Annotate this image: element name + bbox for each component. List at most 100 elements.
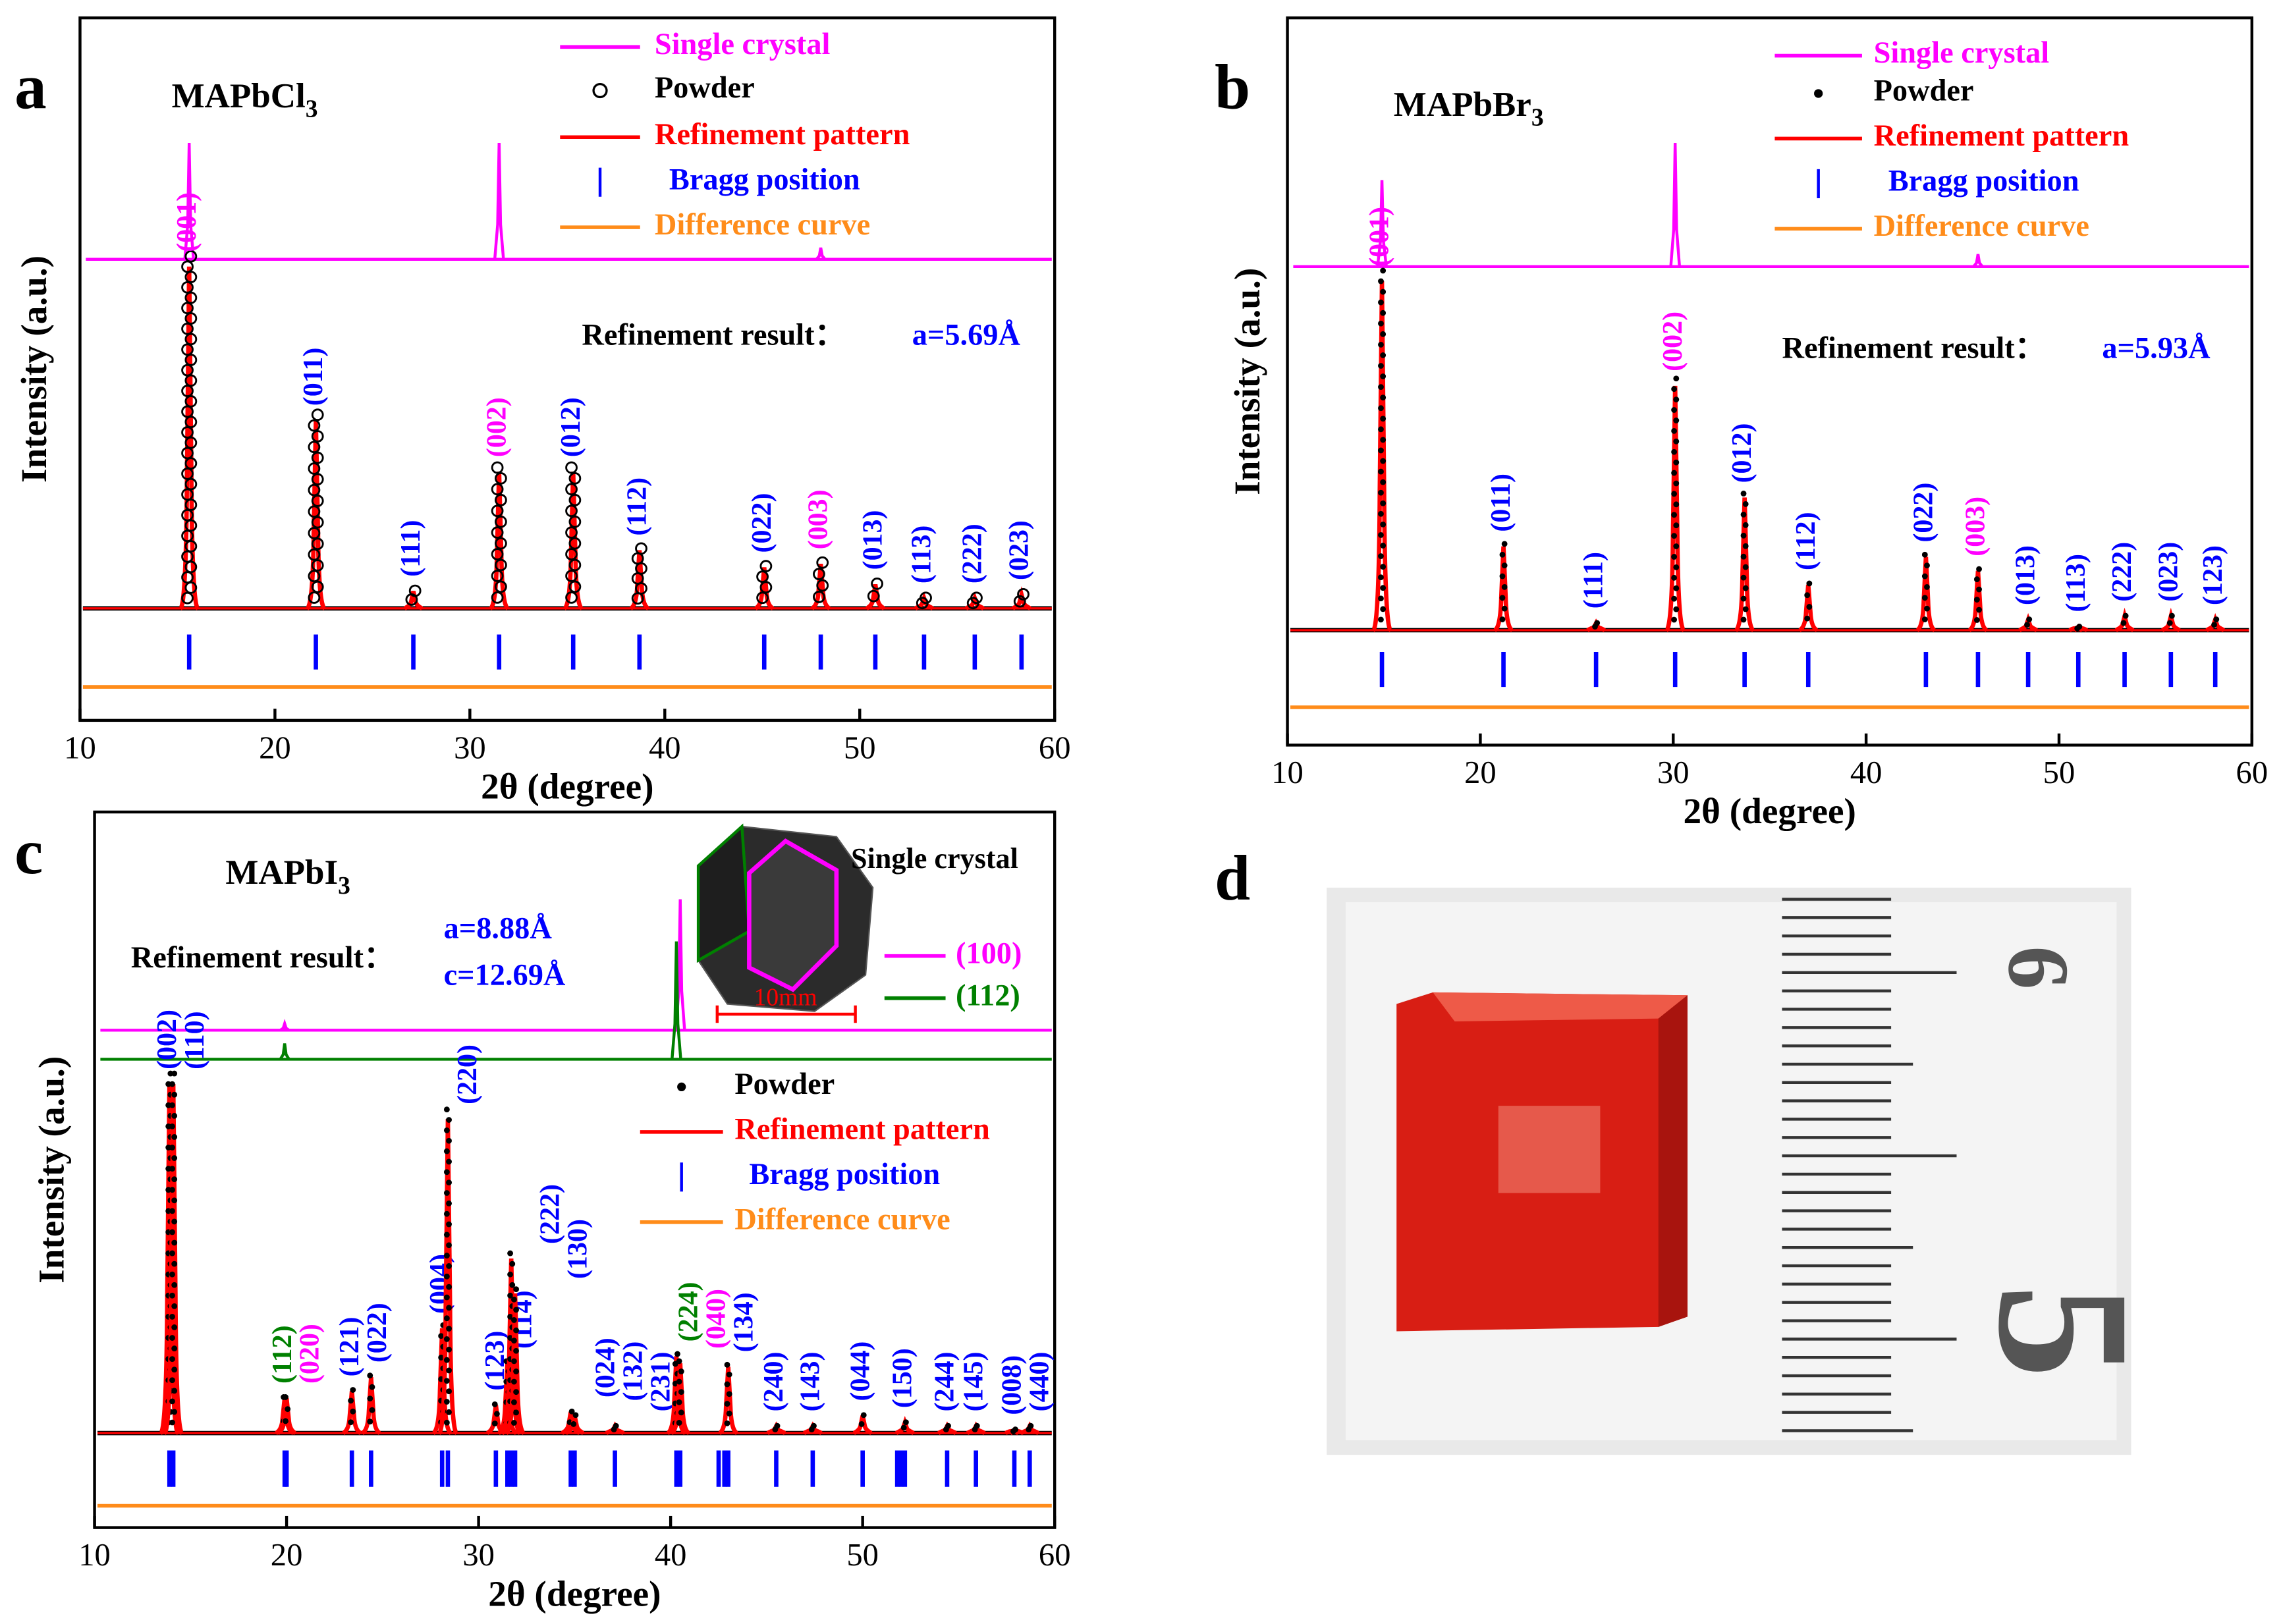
powder-point [443,1106,450,1113]
peak-label: (040) [701,1289,731,1349]
powder-point [676,1399,682,1405]
peak-label: (150) [887,1348,918,1408]
powder-point [1921,616,1928,622]
powder-point [1673,438,1680,445]
powder-point [1673,418,1680,423]
powder-point [676,1378,682,1385]
panel-label: c [14,817,43,888]
powder-point [169,1250,175,1257]
y-axis-label: Intensity (a.u.) [14,256,54,483]
powder-point [283,1394,289,1400]
refinement-peak [866,583,885,610]
powder-point [443,1419,450,1426]
legend-label: Refinement pattern [1874,119,2130,153]
powder-point [565,591,578,604]
powder-point [169,1229,175,1235]
powder-point [308,505,321,518]
legend-marker [677,1082,686,1092]
powder-point [860,1412,867,1419]
powder-point [2169,612,2175,619]
powder-point [1380,352,1387,358]
peak-label: (123) [2198,545,2228,605]
powder-point [171,1324,178,1330]
powder-point [184,374,198,387]
powder-point [1671,512,1678,518]
powder-point [1673,543,1680,549]
x-tick-label: 20 [1464,755,1497,790]
powder-point [726,1391,732,1397]
powder-point [171,1218,178,1225]
single-crystal-peak [1972,254,1984,268]
legend-marker [1814,89,1823,98]
powder-point [1742,522,1749,528]
legend-label: Bragg position [1888,165,2079,198]
powder-point [367,1372,373,1379]
powder-point [491,570,504,582]
powder-point [1973,597,1980,603]
powder-point [1671,595,1678,602]
powder-point [171,1345,178,1352]
powder-point [1594,620,1601,626]
powder-point [181,591,194,605]
powder-point [1673,585,1680,591]
powder-point [1378,616,1384,623]
refinement-peak [403,591,424,610]
powder-point [1378,320,1384,327]
legend-label: Difference curve [655,208,870,242]
powder-point [311,495,324,507]
powder-point [1380,394,1387,401]
powder-point [1499,595,1506,601]
powder-point [369,1407,375,1413]
powder-point [970,591,983,605]
legend-label: Bragg position [749,1158,940,1191]
powder-point [1671,427,1678,434]
refinement-param: a=8.88Å [444,912,553,946]
x-tick-label: 10 [1271,755,1304,790]
powder-point [171,1134,178,1140]
powder-point [1501,562,1508,569]
powder-point [1378,574,1384,581]
powder-point [1742,501,1749,507]
powder-point [1976,586,1982,593]
peak-label: (143) [795,1351,825,1411]
powder-point [169,1314,175,1320]
x-tick-label: 40 [649,730,681,765]
refinement-peak [505,1293,526,1436]
peak-label: (231) [646,1351,676,1411]
powder-point [724,1361,730,1368]
powder-point [171,1112,178,1119]
powder-point [181,322,194,335]
powder-point [1380,416,1387,422]
powder-point [1380,331,1387,337]
legend-label: Refinement pattern [655,118,910,151]
powder-point [495,493,507,506]
peak-label: (022) [1909,483,1939,543]
powder-point [1378,405,1384,412]
powder-point [181,343,194,356]
powder-point [1378,595,1384,602]
powder-point [900,1424,907,1431]
powder-point [1378,363,1384,369]
inset-crystal [696,823,874,1023]
powder-point [507,1250,513,1257]
powder-point [311,537,324,551]
peak-label: (132) [618,1341,649,1401]
powder-point [184,436,198,449]
powder-point [568,580,582,593]
powder-point [678,1368,684,1374]
powder-point [171,1070,178,1077]
formula: MAPbI3 [225,853,350,899]
legend-label: Bragg position [669,163,860,196]
powder-point [1380,543,1387,549]
peak-label: (002) [152,1010,182,1069]
powder-point [756,570,769,583]
peak-label: (112) [267,1325,298,1384]
powder-point [1740,553,1747,560]
powder-point [1501,541,1508,547]
powder-point [491,526,504,539]
powder-point [181,426,194,439]
powder-point [813,568,825,581]
powder-point [350,1387,356,1393]
powder-point [570,1421,577,1427]
powder-point [491,504,504,518]
